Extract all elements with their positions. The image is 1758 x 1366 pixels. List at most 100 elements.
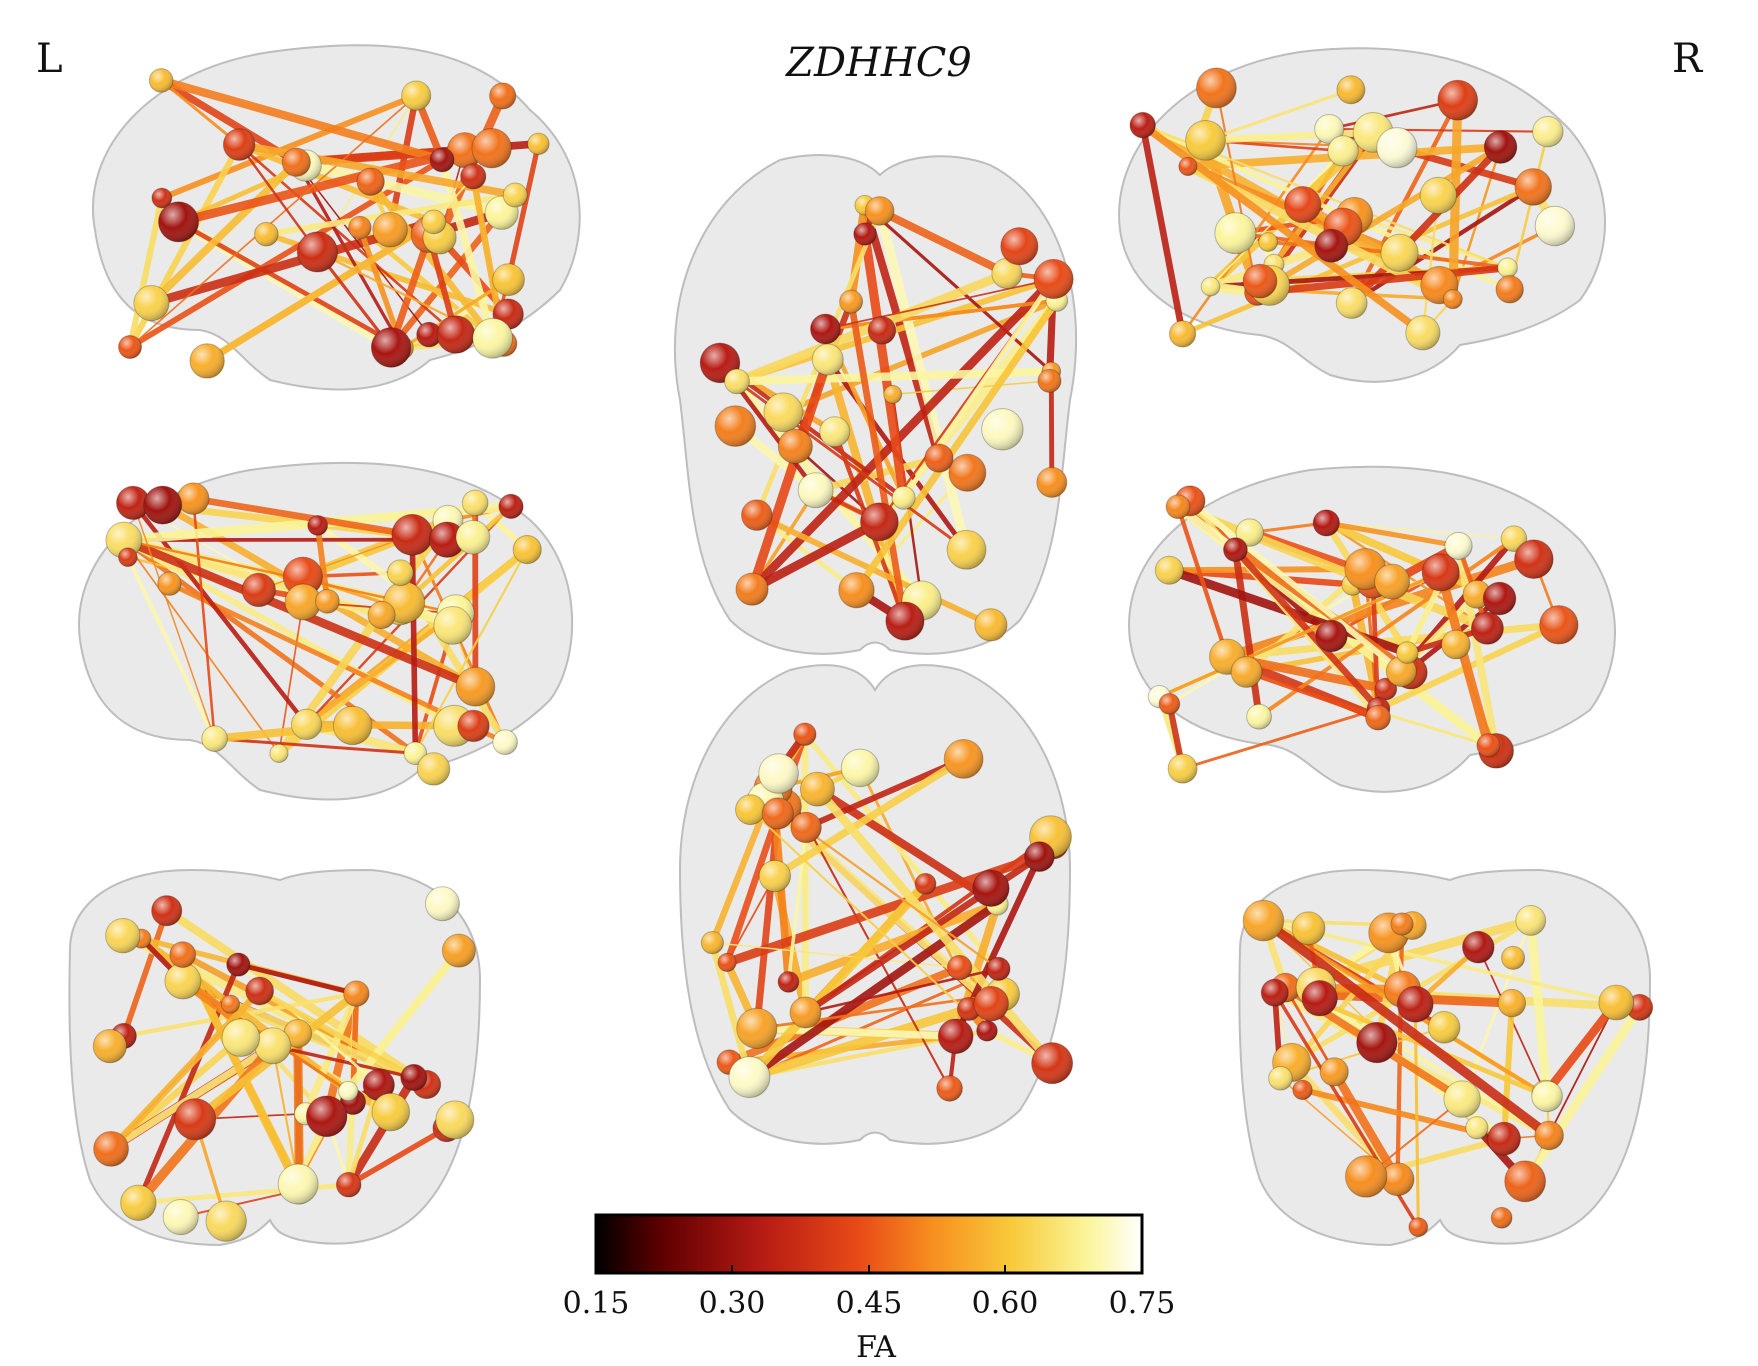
network-edge: [852, 296, 1061, 594]
network-edge: [213, 737, 417, 755]
network-node-shading: [1487, 1122, 1521, 1156]
network-node-shading: [1166, 494, 1190, 519]
network-edge: [315, 250, 393, 350]
network-node-shading: [1441, 630, 1471, 659]
network-node-shading: [1476, 733, 1501, 757]
network-edge: [235, 962, 359, 997]
network-node-shading: [1268, 1066, 1293, 1091]
network-edge: [749, 808, 989, 1032]
network-node-shading: [527, 133, 550, 155]
network-edge: [344, 1073, 419, 1189]
network-node-shading: [1201, 277, 1220, 296]
network-node-shading: [105, 522, 142, 559]
network-edge: [210, 721, 357, 743]
network-node-shading: [157, 572, 182, 596]
network-node-shading: [492, 729, 518, 755]
network-edge: [126, 194, 165, 351]
network-edge: [127, 156, 445, 350]
network-node-shading: [763, 392, 803, 432]
network-node-shading: [282, 148, 311, 177]
network-edge: [1202, 128, 1377, 144]
network-edge: [189, 495, 416, 539]
network-edge: [271, 1044, 300, 1186]
network-node-shading: [471, 128, 512, 168]
network-node-shading: [371, 327, 411, 368]
network-node-shading: [991, 258, 1023, 289]
network-node-shading: [924, 444, 954, 473]
network-node-shading: [1292, 911, 1325, 945]
network-edge: [1266, 143, 1504, 289]
network-node-shading: [1484, 130, 1517, 164]
network-node-shading: [1514, 168, 1552, 206]
network-node-shading: [938, 1018, 974, 1054]
network-edge: [314, 522, 331, 605]
network-node-shading: [343, 980, 370, 1007]
network-edge: [1329, 1067, 1402, 1184]
network-node-shading: [433, 606, 472, 645]
network-edge: [191, 497, 216, 740]
network-node-shading: [1443, 289, 1463, 309]
network-node-shading: [429, 521, 465, 558]
network-node-shading: [503, 183, 528, 208]
network-node-shading: [291, 709, 322, 740]
network-node-shading: [1496, 275, 1524, 304]
network-node-shading: [1000, 227, 1038, 265]
network-edge: [132, 502, 216, 740]
network-node-shading: [120, 1185, 157, 1221]
network-node-shading: [417, 752, 450, 786]
network-node-shading: [1497, 257, 1518, 278]
network-node-shading: [715, 405, 756, 447]
network-node-shading: [724, 368, 750, 394]
network-node-shading: [1408, 1217, 1428, 1237]
network-node-shading: [242, 573, 276, 607]
network-node-shading: [1301, 980, 1338, 1016]
network-node-shading: [1501, 946, 1525, 970]
network-node-shading: [151, 895, 182, 926]
network-edge: [747, 354, 833, 594]
network-node-shading: [93, 1029, 127, 1063]
network-edge: [1413, 1002, 1420, 1229]
network-node-shading: [492, 263, 525, 296]
network-edge: [813, 784, 1057, 1068]
network-node-shading: [1024, 841, 1055, 872]
network-node-shading: [1314, 114, 1344, 144]
network-node-shading: [790, 812, 822, 843]
network-edge: [1257, 536, 1516, 719]
network-node-shading: [976, 1020, 998, 1042]
network-edge: [1231, 546, 1263, 721]
network-node-shading: [1539, 605, 1579, 645]
network-edge: [120, 907, 170, 1039]
network-edge: [1526, 915, 1552, 1101]
network-node-shading: [762, 797, 794, 830]
network-edge: [1327, 98, 1460, 131]
colorbar-label: FA: [856, 1330, 896, 1365]
network-node-shading: [338, 1081, 358, 1101]
network-node-shading: [1292, 1080, 1313, 1100]
network-edge: [158, 92, 420, 201]
network-edge: [803, 755, 967, 831]
network-node-shading: [1246, 704, 1272, 730]
network-node-shading: [400, 1064, 427, 1091]
network-edge: [357, 225, 496, 341]
network-node-shading: [333, 706, 372, 745]
network-node-shading: [1397, 986, 1434, 1023]
network-edge: [346, 1082, 382, 1188]
network-node-shading: [336, 1172, 361, 1198]
network-node-shading: [307, 515, 328, 536]
network-node-shading: [226, 952, 250, 977]
network-node-shading: [1037, 369, 1061, 393]
network-edge: [505, 141, 542, 283]
network-node-shading: [717, 953, 737, 972]
network-node-shading: [283, 557, 323, 597]
colorbar-gradient: [594, 1213, 1144, 1275]
network-node-shading: [105, 918, 141, 953]
network-edge: [801, 730, 810, 1016]
network-node-shading: [758, 753, 799, 794]
network-node-shading: [372, 212, 408, 248]
network-node-shading: [892, 486, 916, 510]
network-edge: [846, 200, 869, 306]
left-hemisphere-label: L: [36, 36, 63, 82]
network-node-shading: [1374, 678, 1397, 700]
network-node-shading: [1483, 582, 1516, 615]
